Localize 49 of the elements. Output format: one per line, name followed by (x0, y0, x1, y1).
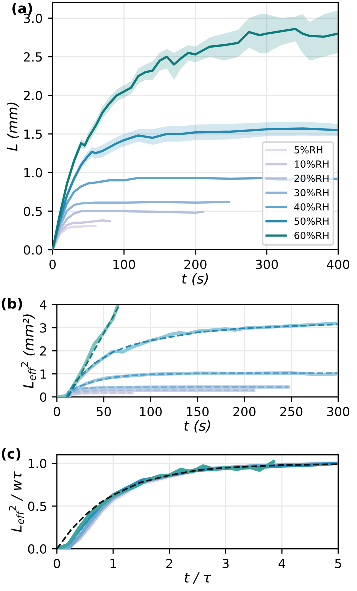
x-tick-label: 400 (327, 260, 350, 270)
x-tick-label: 5 (335, 559, 342, 568)
x-tick-label: 0 (54, 558, 60, 568)
y-tick-label: 1.0 (24, 168, 42, 178)
y-axis-title: L$_{eff}$$^{2}$ / wτ (9, 472, 24, 532)
y-tick-label: 0.5 (24, 206, 42, 216)
y-tick-label: 2.0 (24, 91, 42, 101)
x-tick-label: 250 (280, 407, 303, 417)
legend-label: 5%RH (294, 146, 323, 154)
x-tick-label: 200 (234, 407, 256, 417)
x-tick-label: 1 (110, 559, 116, 568)
y-axis-title: L$_{eff}$$^{2}$ (mm²) (21, 314, 36, 389)
y-tick-label: 0.5 (28, 502, 46, 512)
legend-label: 20%RH (294, 174, 329, 182)
y-tick-label: 0.0 (24, 245, 42, 255)
x-tick-label: 4 (278, 559, 286, 568)
x-tick-label: 50 (97, 407, 112, 417)
legend-label: 60%RH (294, 232, 329, 240)
y-tick-label: 0 (40, 392, 47, 402)
x-tick-label: 300 (256, 260, 278, 270)
x-axis-title: t / τ (185, 572, 212, 584)
y-tick-label: 1.0 (28, 459, 47, 469)
x-tick-label: 150 (187, 407, 209, 417)
legend-label: 30%RH (294, 189, 329, 197)
y-axis-title: L (mm) (7, 102, 20, 152)
y-tick-label: 2.5 (24, 52, 42, 62)
chart-title: (a) (12, 2, 32, 16)
y-tick-label: 0.0 (28, 544, 47, 554)
legend-label: 10%RH (295, 160, 329, 168)
y-tick-label: 1 (40, 370, 46, 379)
legend-label: 50%RH (294, 218, 329, 226)
y-tick-label: 1.5 (24, 130, 42, 140)
chart-title: (b) (2, 298, 22, 311)
y-tick-label: 4 (40, 300, 47, 310)
x-tick-label: 200 (184, 260, 207, 270)
y-tick-label: 3 (40, 323, 46, 333)
x-tick-label: 300 (327, 407, 350, 417)
x-tick-label: 100 (140, 407, 162, 417)
x-axis-title: t (s) (182, 273, 208, 286)
y-tick-label: 2 (40, 346, 46, 356)
x-tick-label: 0 (50, 260, 56, 270)
x-tick-label: 0 (54, 407, 60, 417)
x-tick-label: 3 (222, 558, 229, 568)
x-axis-title: t (s) (184, 420, 210, 433)
x-tick-label: 100 (114, 260, 136, 270)
legend-label: 40%RH (294, 203, 329, 211)
x-tick-label: 2 (166, 558, 172, 568)
chart-title: (c) (2, 448, 21, 461)
y-tick-label: 3.0 (24, 14, 42, 24)
